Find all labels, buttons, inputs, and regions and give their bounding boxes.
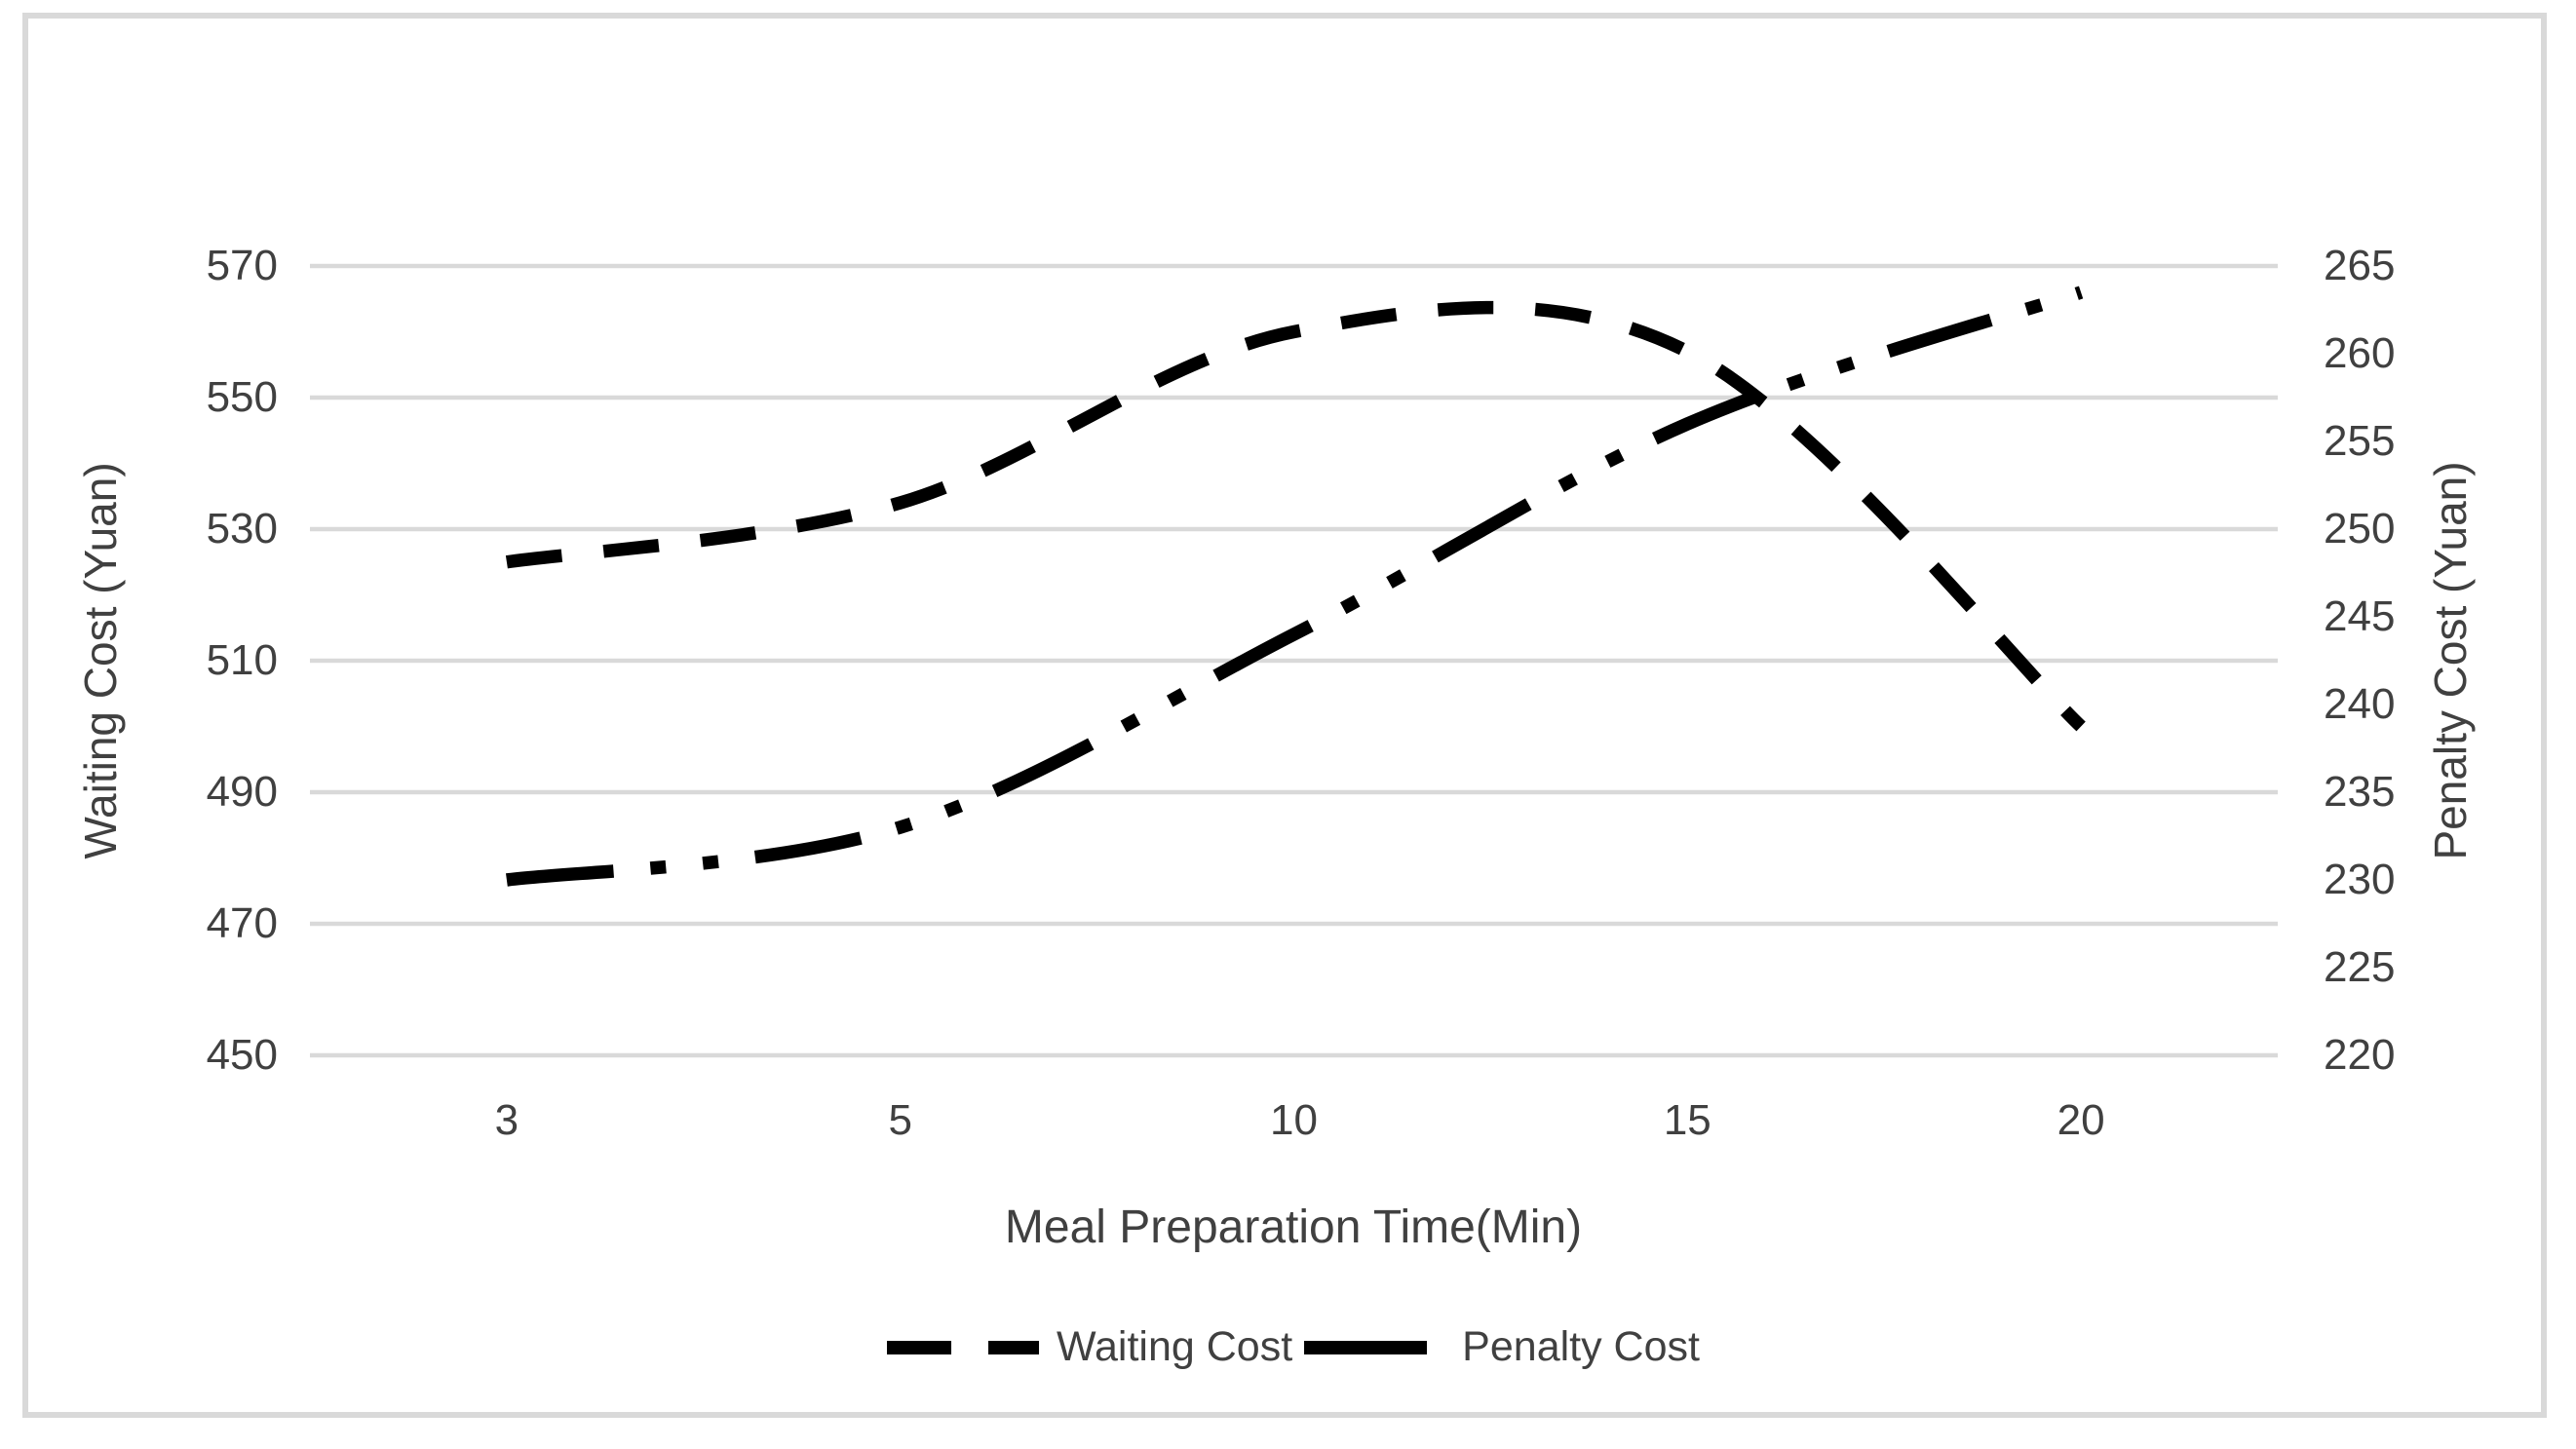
y-left-tick-label: 550 [206, 373, 278, 421]
y-left-tick-label: 450 [206, 1031, 278, 1079]
y-right-tick-label: 220 [2324, 1031, 2396, 1079]
x-tick-label: 5 [888, 1096, 912, 1144]
y-left-tick-label: 490 [206, 768, 278, 816]
legend-label-penalty-cost: Penalty Cost [1462, 1323, 1700, 1370]
waiting-cost-line-sample-icon [887, 1340, 1044, 1354]
y-right-tick-label: 235 [2324, 768, 2396, 816]
y-right-tick-label: 265 [2324, 242, 2396, 289]
chart-border-frame [22, 13, 2547, 1418]
y-right-tick-label: 255 [2324, 417, 2396, 465]
x-tick-label: 20 [2057, 1096, 2105, 1144]
penalty-cost-line-sample-icon [1304, 1340, 1428, 1354]
waiting-cost-line [505, 300, 2086, 732]
legend-item-waiting-cost: Waiting Cost [887, 1323, 1292, 1371]
y-right-tick-label: 245 [2324, 592, 2396, 640]
y-right-tick-label: 260 [2324, 329, 2396, 377]
y-axis-right-title: Penalty Cost (Yuan) [2425, 461, 2476, 860]
x-axis-title: Meal Preparation Time(Min) [1004, 1201, 1583, 1253]
y-right-tick-label: 230 [2324, 856, 2396, 903]
y-left-tick-label: 530 [206, 505, 278, 553]
y-right-tick-label: 225 [2324, 943, 2396, 991]
x-tick-label: 10 [1270, 1096, 1318, 1144]
penalty-cost-line [506, 286, 2084, 887]
legend: Waiting Cost Penalty Cost [887, 1323, 1700, 1371]
y-right-tick-label: 250 [2324, 505, 2396, 553]
y-axis-left-title: Waiting Cost (Yuan) [75, 462, 126, 859]
legend-label-waiting-cost: Waiting Cost [1057, 1323, 1293, 1370]
x-tick-label: 15 [1663, 1096, 1711, 1144]
y-right-tick-label: 240 [2324, 680, 2396, 728]
y-left-tick-label: 470 [206, 899, 278, 947]
y-left-tick-label: 510 [206, 636, 278, 684]
y-left-tick-label: 570 [206, 242, 278, 289]
legend-item-penalty-cost: Penalty Cost [1304, 1323, 1700, 1371]
x-tick-label: 3 [494, 1096, 519, 1144]
